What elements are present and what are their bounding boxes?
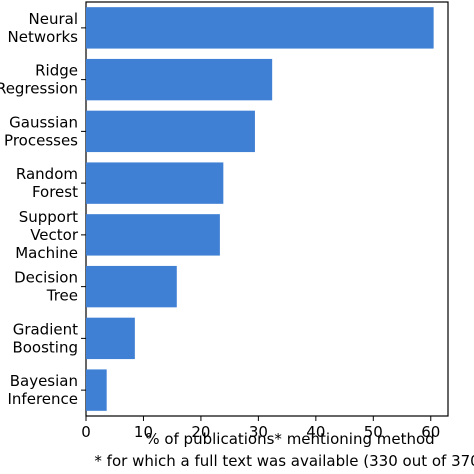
bar-1: [86, 58, 273, 101]
x-axis-label: % of publications* mentioning method * fo…: [94, 430, 474, 470]
category-label-4: Support Vector Machine: [15, 208, 79, 262]
x-axis-label-line-0: % of publications* mentioning method: [145, 430, 434, 448]
category-label-1: Ridge Regression: [0, 62, 78, 98]
category-label-line: Neural: [29, 10, 78, 28]
category-label-3: Random Forest: [16, 165, 78, 201]
x-axis-label-line-1: * for which a full text was available (3…: [94, 452, 474, 470]
category-label-line: Regression: [0, 80, 78, 98]
x-tick-label-6: 60: [421, 423, 440, 441]
category-label-line: Vector: [30, 226, 79, 244]
category-label-5: Decision Tree: [14, 269, 78, 305]
category-label-0: Neural Networks: [8, 10, 79, 46]
x-tick-label-1: 10: [134, 423, 153, 441]
category-label-line: Networks: [8, 28, 79, 46]
category-label-line: Gaussian: [9, 113, 78, 131]
category-label-line: Gradient: [13, 320, 78, 338]
x-tick-label-2: 20: [191, 423, 210, 441]
x-tick-label-5: 50: [364, 423, 383, 441]
bar-6: [86, 317, 135, 360]
plot-border: [85, 1, 449, 417]
category-label-line: Boosting: [12, 338, 78, 356]
category-label-line: Random: [16, 165, 78, 183]
x-tick-label-3: 30: [249, 423, 268, 441]
bar-2: [86, 110, 255, 153]
plot-frame: [85, 1, 449, 417]
category-label-line: Inference: [8, 390, 79, 408]
category-label-6: Gradient Boosting: [12, 320, 78, 356]
bars-group: [86, 7, 434, 411]
category-labels: Neural Networks Ridge Regression Gaussian Pro…: [0, 10, 86, 408]
category-label-line: Support: [19, 208, 78, 226]
x-tick-label-4: 40: [306, 423, 325, 441]
category-label-2: Gaussian Processes: [4, 113, 78, 149]
x-ticks: 0 10 20 30 40 50 60: [81, 416, 440, 441]
category-label-line: Tree: [46, 287, 78, 305]
bar-0: [86, 7, 434, 49]
category-label-line: Decision: [14, 269, 78, 287]
category-label-line: Machine: [15, 244, 78, 262]
category-label-line: Bayesian: [10, 372, 78, 390]
bar-7: [86, 369, 107, 411]
bar-3: [86, 162, 224, 204]
x-tick-label-0: 0: [81, 423, 91, 441]
category-label-line: Forest: [32, 183, 78, 201]
category-label-line: Ridge: [35, 62, 78, 80]
bar-5: [86, 265, 177, 308]
bar-4: [86, 214, 220, 256]
category-label-7: Bayesian Inference: [8, 372, 79, 408]
category-label-line: Processes: [4, 131, 78, 149]
